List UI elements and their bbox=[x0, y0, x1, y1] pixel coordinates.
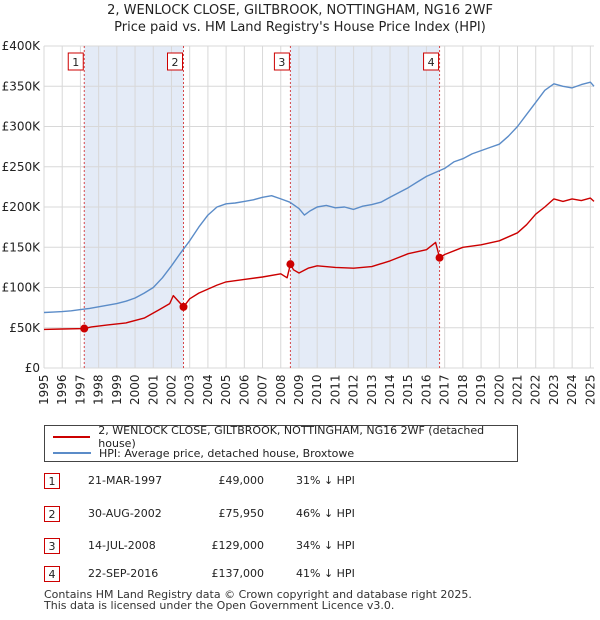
x-tick-label: 2024 bbox=[565, 374, 579, 405]
sale-date: 14-JUL-2008 bbox=[88, 539, 156, 552]
sale-number-badge: 3 bbox=[44, 538, 60, 554]
sale-point bbox=[435, 253, 444, 262]
x-tick-label: 2010 bbox=[310, 374, 324, 405]
x-tick-label: 2019 bbox=[474, 374, 488, 405]
legend-item-hpi: HPI: Average price, detached house, Brox… bbox=[53, 445, 354, 461]
sale-price: £137,000 bbox=[211, 567, 265, 580]
x-tick-label: 2004 bbox=[201, 374, 215, 405]
x-tick-label: 2015 bbox=[401, 374, 415, 405]
sale-hpi-diff: 41% ↓ HPI bbox=[296, 567, 355, 580]
legend-label-hpi: HPI: Average price, detached house, Brox… bbox=[99, 446, 355, 460]
x-tick-label: 2002 bbox=[164, 374, 178, 405]
sale-price: £75,950 bbox=[218, 507, 265, 520]
x-tick-label: 1999 bbox=[110, 374, 124, 405]
y-tick-label: £400K bbox=[2, 39, 42, 53]
sale-number-badge: 2 bbox=[44, 506, 60, 522]
chart-subtitle: Price paid vs. HM Land Registry's House … bbox=[114, 20, 486, 35]
sale-point bbox=[179, 302, 188, 311]
sale-price: £129,000 bbox=[211, 539, 265, 552]
x-tick-label: 1997 bbox=[73, 374, 87, 405]
x-tick-label: 2025 bbox=[583, 374, 597, 405]
sale-label-number: 3 bbox=[278, 56, 285, 69]
x-tick-label: 1995 bbox=[37, 374, 51, 405]
sale-date: 22-SEP-2016 bbox=[88, 567, 159, 580]
sale-label-number: 4 bbox=[428, 56, 435, 69]
x-tick-label: 2001 bbox=[146, 374, 160, 405]
x-tick-label: 2009 bbox=[292, 374, 306, 405]
sale-hpi-diff: 34% ↓ HPI bbox=[296, 539, 355, 552]
legend-swatch-price bbox=[53, 436, 91, 438]
x-tick-label: 2020 bbox=[492, 374, 506, 405]
sale-label-box bbox=[67, 52, 84, 71]
table-row: 1 21-MAR-1997 £49,000 31% ↓ HPI bbox=[44, 473, 584, 493]
sale-date: 30-AUG-2002 bbox=[88, 507, 162, 520]
sale-date: 21-MAR-1997 bbox=[88, 474, 163, 487]
x-tick-label: 2023 bbox=[547, 374, 561, 405]
sale-hpi-diff: 31% ↓ HPI bbox=[296, 474, 355, 487]
series-line-price bbox=[43, 197, 595, 331]
sale-price: £49,000 bbox=[218, 474, 265, 487]
y-tick-label: £250K bbox=[2, 160, 42, 174]
table-row: 4 22-SEP-2016 £137,000 41% ↓ HPI bbox=[44, 566, 584, 586]
x-tick-label: 2011 bbox=[328, 374, 342, 405]
legend-label-price: 2, WENLOCK CLOSE, GILTBROOK, NOTTINGHAM,… bbox=[98, 424, 485, 450]
sale-point bbox=[80, 324, 89, 333]
x-tick-label: 1996 bbox=[55, 374, 69, 405]
price-chart: 2, WENLOCK CLOSE, GILTBROOK, NOTTINGHAM,… bbox=[2, 3, 598, 405]
x-tick-label: 2014 bbox=[383, 374, 397, 405]
sale-point bbox=[286, 260, 295, 269]
sale-label-box bbox=[273, 52, 290, 71]
x-tick-label: 2012 bbox=[347, 374, 361, 405]
sale-number-badge: 1 bbox=[44, 473, 60, 489]
sale-label-number: 1 bbox=[72, 56, 79, 69]
series-line-hpi bbox=[43, 81, 595, 314]
legend-item-price: 2, WENLOCK CLOSE, GILTBROOK, NOTTINGHAM,… bbox=[53, 424, 517, 450]
x-tick-label: 2006 bbox=[237, 374, 251, 405]
x-tick-label: 2003 bbox=[183, 374, 197, 405]
footer-licence: This data is licensed under the Open Gov… bbox=[44, 599, 395, 612]
table-row: 2 30-AUG-2002 £75,950 46% ↓ HPI bbox=[44, 506, 584, 526]
y-tick-label: £200K bbox=[2, 200, 42, 214]
sale-number-badge: 4 bbox=[44, 566, 60, 582]
x-tick-label: 2021 bbox=[511, 374, 525, 405]
x-tick-label: 2017 bbox=[438, 374, 452, 405]
footer: Contains HM Land Registry data © Crown c… bbox=[44, 589, 472, 611]
y-tick-label: £300K bbox=[2, 120, 42, 134]
y-tick-label: £150K bbox=[2, 240, 42, 254]
sale-label-number: 2 bbox=[172, 56, 179, 69]
sale-hpi-diff: 46% ↓ HPI bbox=[296, 507, 355, 520]
x-tick-label: 2000 bbox=[128, 374, 142, 405]
y-tick-label: £50K bbox=[9, 321, 41, 335]
x-tick-label: 2016 bbox=[419, 374, 433, 405]
x-tick-label: 2007 bbox=[256, 374, 270, 405]
y-tick-label: £350K bbox=[2, 79, 42, 93]
footer-copyright: Contains HM Land Registry data © Crown c… bbox=[44, 588, 472, 601]
sale-label-box bbox=[167, 52, 184, 71]
legend-swatch-hpi bbox=[53, 452, 91, 454]
x-tick-label: 2008 bbox=[274, 374, 288, 405]
chart-title: 2, WENLOCK CLOSE, GILTBROOK, NOTTINGHAM,… bbox=[107, 3, 493, 18]
y-tick-label: £100K bbox=[2, 281, 42, 295]
x-tick-label: 1998 bbox=[92, 374, 106, 405]
x-tick-label: 2022 bbox=[529, 374, 543, 405]
x-tick-label: 2005 bbox=[219, 374, 233, 405]
x-tick-label: 2013 bbox=[365, 374, 379, 405]
x-tick-label: 2018 bbox=[456, 374, 470, 405]
table-row: 3 14-JUL-2008 £129,000 34% ↓ HPI bbox=[44, 538, 584, 558]
legend: 2, WENLOCK CLOSE, GILTBROOK, NOTTINGHAM,… bbox=[44, 424, 518, 462]
sale-label-box bbox=[423, 52, 440, 71]
y-tick-label: £0 bbox=[25, 361, 40, 375]
